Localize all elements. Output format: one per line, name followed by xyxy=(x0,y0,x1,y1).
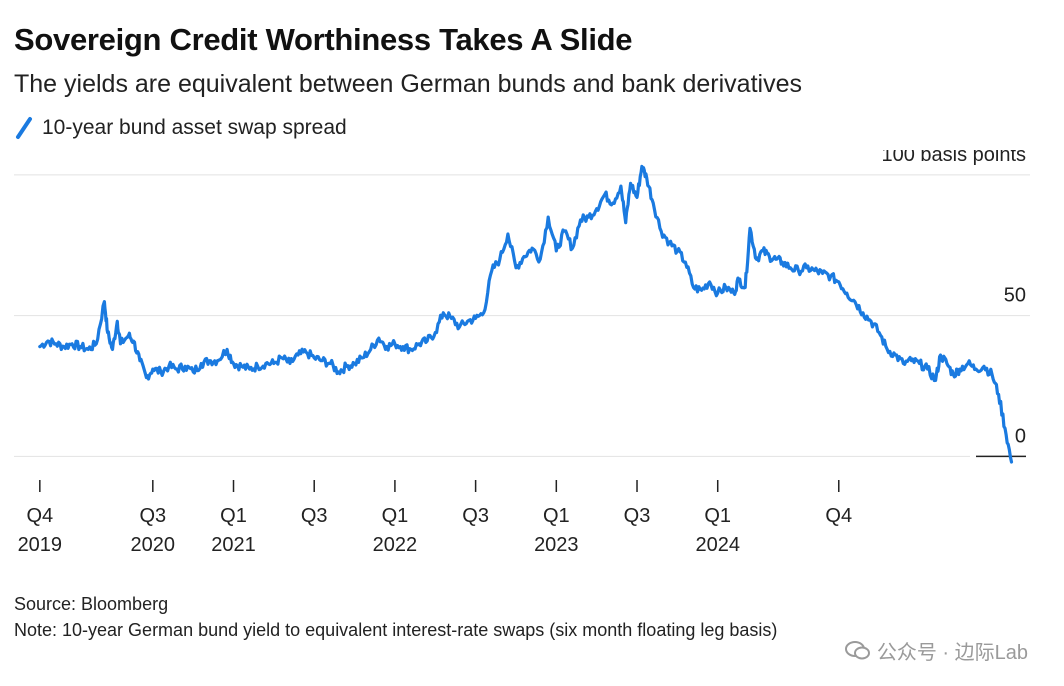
y-tick-label-100: 100 basis points xyxy=(881,150,1026,166)
x-tick-label-quarter: Q3 xyxy=(139,505,166,527)
x-tick-label-quarter: Q1 xyxy=(382,505,409,527)
series-line-0 xyxy=(38,164,1014,464)
y-tick-label-0: 0 xyxy=(1015,425,1026,447)
x-tick-label-quarter: Q3 xyxy=(462,505,489,527)
x-tick-label-quarter: Q3 xyxy=(624,505,651,527)
x-tick-label-quarter: Q4 xyxy=(26,505,53,527)
x-tick-label-year: 2020 xyxy=(131,534,176,556)
x-tick-label-quarter: Q3 xyxy=(301,505,328,527)
legend-label: 10-year bund asset swap spread xyxy=(42,116,347,139)
watermark: 公众号 · 边际Lab xyxy=(844,636,1028,665)
x-tick-label-year: 2021 xyxy=(211,534,256,556)
x-tick-label-year: 2022 xyxy=(373,534,418,556)
legend: 10-year bund asset swap spread xyxy=(14,116,347,140)
legend-line-swatch-icon xyxy=(16,117,32,139)
footnote: Note: 10-year German bund yield to equiv… xyxy=(14,620,778,640)
y-tick-label-50: 50 xyxy=(1004,285,1026,307)
chart-title: Sovereign Credit Worthiness Takes A Slid… xyxy=(14,22,633,57)
x-tick-label-quarter: Q4 xyxy=(825,505,852,527)
line-chart: 100 basis points 50 0 Q4 2019 Q3 2020 Q1 2021 Q3 Q… xyxy=(14,150,1030,556)
watermark-text: 公众号 · 边际Lab xyxy=(876,642,1028,664)
chart-subtitle: The yields are equivalent between German… xyxy=(14,70,802,98)
x-tick-label-year: 2023 xyxy=(534,534,579,556)
x-tick-label-year: 2024 xyxy=(695,534,740,556)
x-tick-label-year: 2019 xyxy=(18,534,63,556)
x-tick-label-quarter: Q1 xyxy=(220,505,247,527)
x-tick-label-quarter: Q1 xyxy=(543,505,570,527)
chat-bubble-icon xyxy=(844,640,870,659)
source-note: Source: Bloomberg xyxy=(14,594,169,614)
x-tick-label-quarter: Q1 xyxy=(704,505,731,527)
